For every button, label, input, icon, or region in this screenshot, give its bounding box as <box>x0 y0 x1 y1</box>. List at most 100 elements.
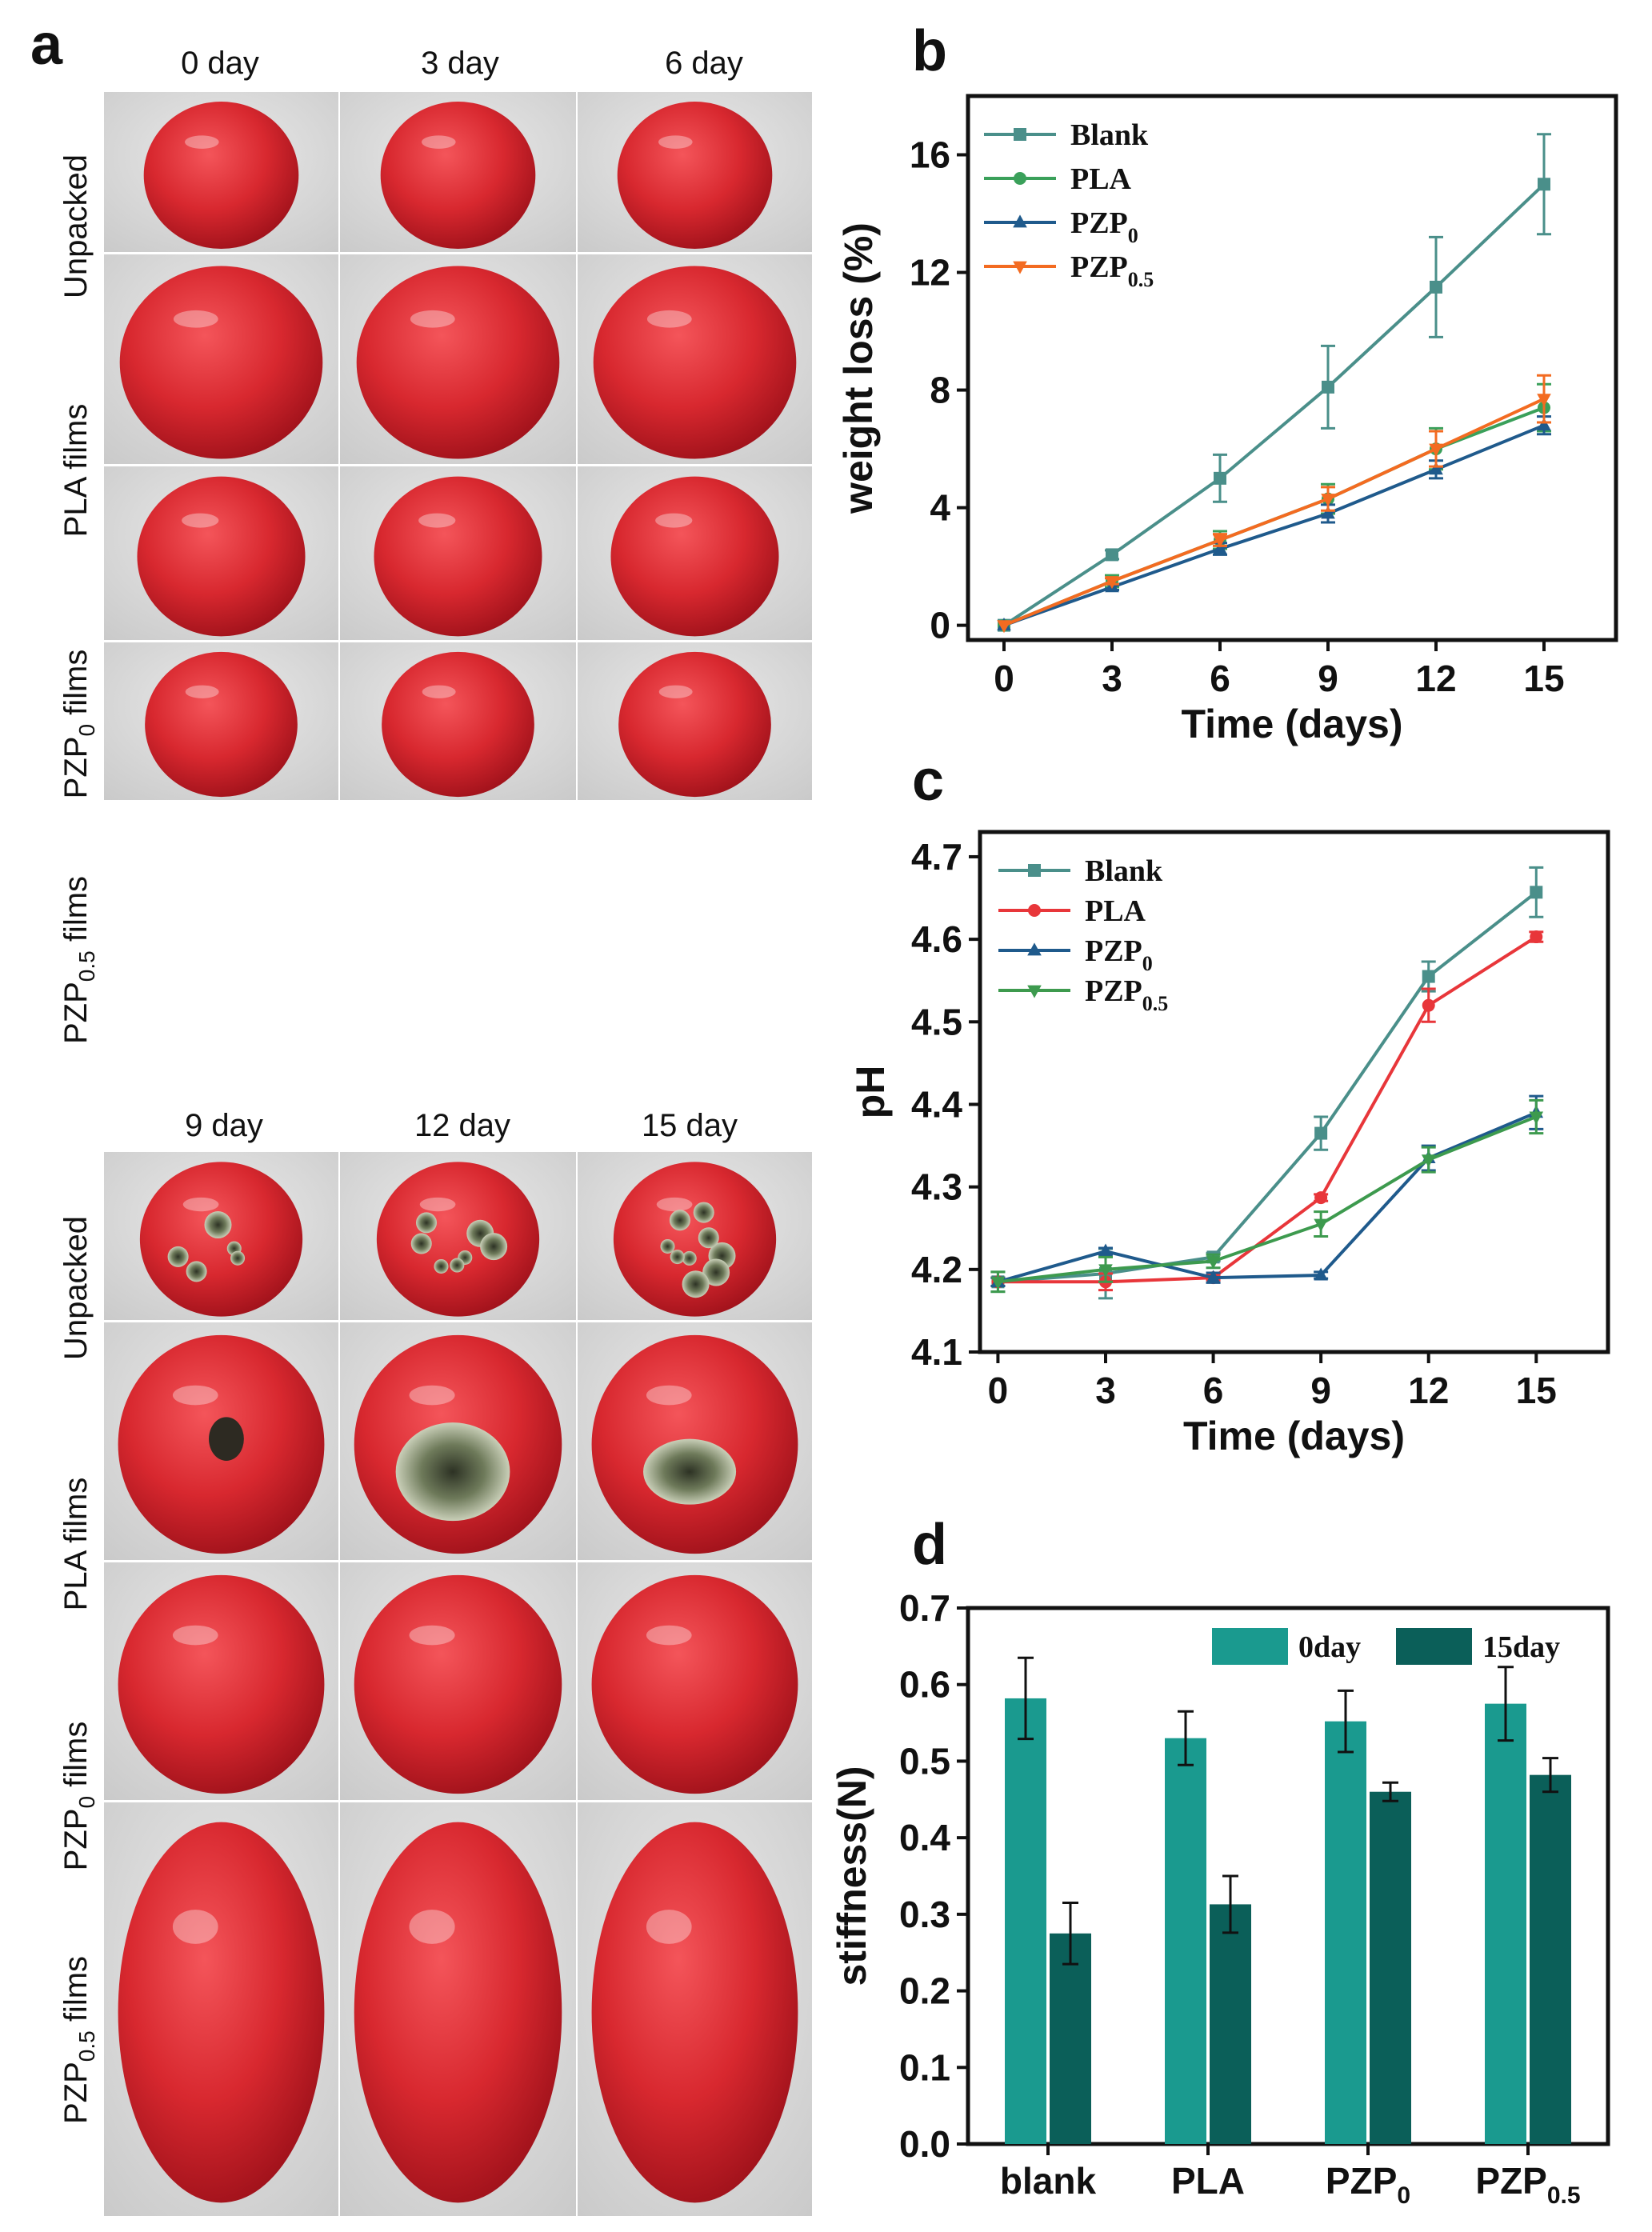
tomato-fruit <box>145 651 298 798</box>
mold-spot <box>450 1258 465 1273</box>
series-pzp0-5 <box>990 1098 1544 1294</box>
x-tick-label: PZP0 <box>1326 2160 1410 2209</box>
series-pzp0-5 <box>997 374 1551 634</box>
tomato-photo <box>578 92 812 252</box>
legend-label: Blank <box>1070 118 1149 152</box>
series-line-pzp0 <box>1003 423 1545 627</box>
panel-letter-c: c <box>912 749 944 813</box>
legend-marker <box>1013 214 1027 228</box>
tomato-fruit <box>613 1162 777 1317</box>
x-tick-label: 0 <box>988 1370 1009 1411</box>
data-point <box>1314 1191 1328 1205</box>
series-line-pzp0-5 <box>998 1115 1538 1284</box>
row-label-pla-bottom: PLA films <box>58 1478 94 1611</box>
panel-letter-d: d <box>912 1513 947 1577</box>
mold-spot <box>670 1250 685 1265</box>
data-point <box>1314 1126 1328 1140</box>
data-point <box>1105 576 1119 590</box>
legend-marker <box>1027 985 1042 998</box>
mold-spot <box>209 1417 244 1461</box>
mold-spot <box>204 1211 232 1239</box>
mold-spot <box>698 1227 719 1249</box>
data-point <box>1214 471 1226 485</box>
chart-weight-loss: 0 3 6 9 12 15 0 4 8 12 16 Time (days) weight loss (%… <box>836 94 1618 746</box>
tomato-fruit <box>118 1822 325 2203</box>
bar-0day-pla <box>1165 1738 1206 2144</box>
tomato-photo <box>340 1152 576 1320</box>
tomato-photo <box>578 466 812 640</box>
bar-0day-pzp0-5 <box>1485 1703 1526 2144</box>
mold-spot <box>167 1246 189 1267</box>
y-tick-label: 12 <box>910 252 950 294</box>
tomato-photo <box>340 466 576 640</box>
data-point <box>1421 1154 1436 1168</box>
series-blank <box>998 133 1551 632</box>
legend-label: 0day <box>1298 1630 1361 1664</box>
chart-stiffness: 0.0 0.1 0.2 0.3 0.4 0.5 0.6 0.7 stiffness(N) blan… <box>830 1587 1610 2209</box>
bar-15day-pla <box>1210 1904 1251 2144</box>
x-axis-label: Time (days) <box>1183 1414 1405 1458</box>
data-point <box>1314 1267 1328 1281</box>
series-line-pzp0 <box>997 1110 1538 1284</box>
series-pzp0 <box>997 415 1551 631</box>
series-line-pzp0-5 <box>1003 397 1545 627</box>
bar-0day-pzp0 <box>1325 1721 1366 2144</box>
data-point <box>990 1276 1006 1290</box>
tomato-photo <box>340 642 576 800</box>
tomato-fruit <box>617 102 773 249</box>
y-tick-label: 4 <box>930 487 950 529</box>
y-tick-label: 4.5 <box>911 1001 962 1042</box>
y-tick-label: 0.1 <box>899 2046 950 2088</box>
mold-spot <box>682 1270 710 1298</box>
data-point <box>1530 886 1543 899</box>
row-label-pzp0-top: PZP0 films <box>58 650 99 799</box>
x-tick-label: 12 <box>1415 658 1456 699</box>
y-tick-label: 0.6 <box>899 1664 950 1706</box>
y-tick-label: 0.0 <box>899 2123 950 2165</box>
data-point <box>1537 418 1551 431</box>
tomato-photo <box>104 1802 338 2216</box>
y-tick-label: 4.7 <box>911 836 962 878</box>
legend-marker <box>1028 904 1041 917</box>
y-tick-label: 0.2 <box>899 1970 950 2012</box>
x-tick-label: 3 <box>1095 1370 1116 1411</box>
tomato-photo <box>578 1562 812 1800</box>
mold-spot <box>230 1250 246 1266</box>
tomato-photo <box>578 642 812 800</box>
day-label-9: 9 day <box>185 1108 263 1143</box>
y-tick-label: 4.1 <box>911 1331 962 1373</box>
mold-spot <box>395 1422 510 1522</box>
y-tick-label: 0.4 <box>899 1817 950 1858</box>
y-tick-label: 8 <box>930 370 950 411</box>
row-label-pzp05-bottom: PZP0.5 films <box>58 1956 99 2124</box>
tomato-photo <box>340 1322 576 1560</box>
svg-text:PZP0 films: PZP0 films <box>58 1722 99 1871</box>
svg-text:PZP0.5 films: PZP0.5 films <box>58 1956 99 2124</box>
data-point <box>1098 1243 1113 1257</box>
tomato-photo <box>104 642 338 800</box>
day-label-6: 6 day <box>665 46 743 81</box>
y-tick-label: 0 <box>930 605 950 646</box>
legend-label: PZP0.5 <box>1070 250 1154 291</box>
legend-label: PZP0.5 <box>1085 974 1168 1015</box>
tomato-fruit <box>374 476 542 637</box>
row-label-pla-top: PLA films <box>58 404 94 538</box>
mold-spot <box>480 1233 508 1261</box>
legend-label: Blank <box>1085 854 1163 888</box>
chart-ph: 0 3 6 9 12 15 4.1 4.2 4.3 4.4 4.5 4.6 4.7 Time (days)… <box>848 830 1610 1458</box>
legend-label: PLA <box>1070 162 1132 196</box>
x-tick-label: 12 <box>1408 1370 1449 1411</box>
bar-15day-blank <box>1050 1933 1091 2144</box>
y-tick-label: 4.4 <box>911 1083 962 1125</box>
tomato-photo <box>578 1802 812 2216</box>
legend-label: 15day <box>1482 1630 1560 1664</box>
data-point <box>1429 443 1443 457</box>
series-pla <box>990 930 1544 1292</box>
tomato-fruit <box>610 476 779 637</box>
x-tick-label: PZP0.5 <box>1475 2160 1580 2209</box>
svg-text:PZP0 films: PZP0 films <box>58 650 99 799</box>
mold-spot <box>693 1202 714 1223</box>
legend-label: PZP0 <box>1085 934 1153 975</box>
y-tick-label: 16 <box>910 134 950 176</box>
